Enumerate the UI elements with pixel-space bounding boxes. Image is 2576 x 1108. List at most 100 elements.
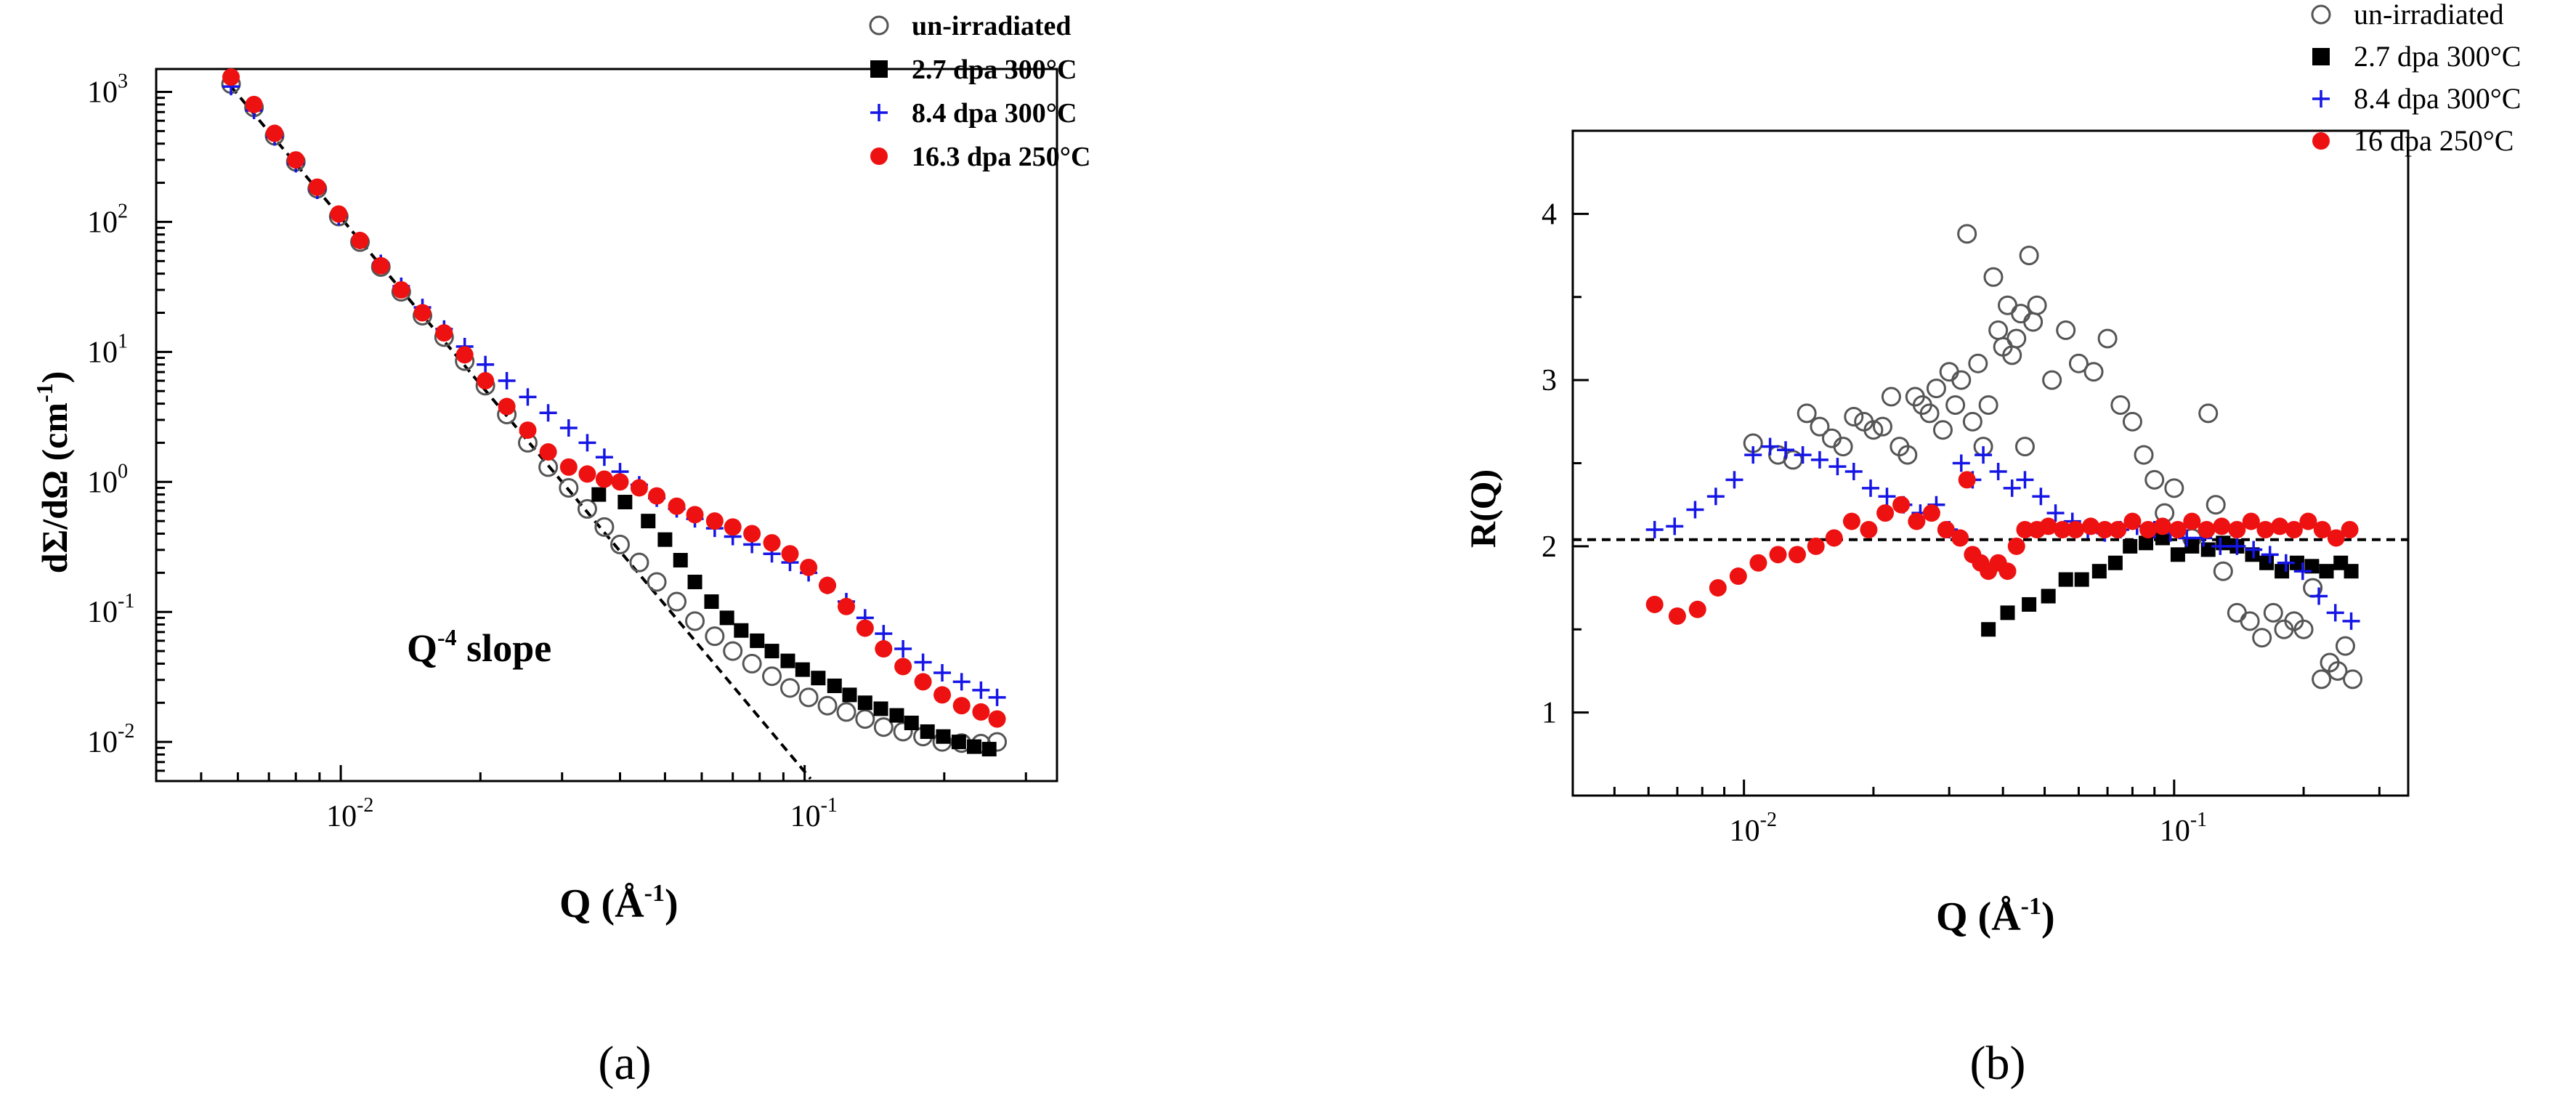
legend-marker-un-irradiated (2311, 4, 2331, 25)
data-point-16-3-dpa-250-c (705, 512, 724, 530)
y-tick-label: 102 (87, 200, 128, 239)
legend-label-un-irradiated: un-irradiated (2354, 0, 2504, 31)
panel-a-caption: (a) (598, 1037, 651, 1090)
data-point-un-irradiated (1926, 379, 1946, 399)
data-point-un-irradiated (2328, 660, 2348, 681)
data-point-un-irradiated (1810, 416, 1830, 437)
data-point-8-4-dpa-300-c (2310, 587, 2328, 605)
data-point-un-irradiated (1844, 406, 1864, 426)
data-point-16-dpa-250-c (2039, 517, 2057, 535)
data-point-un-irradiated (2240, 611, 2260, 631)
data-point-16-3-dpa-250-c (875, 640, 893, 658)
data-point-un-irradiated (836, 702, 856, 722)
data-point-un-irradiated (647, 572, 667, 592)
data-point-16-dpa-250-c (1922, 504, 1940, 522)
panel-a-plot-area (155, 68, 1058, 783)
data-point-8-4-dpa-300-c (988, 688, 1006, 706)
data-point-2-7-dpa-300-c (2091, 564, 2107, 579)
data-point-8-4-dpa-300-c (477, 355, 495, 373)
data-point-16-dpa-250-c (1876, 504, 1895, 522)
data-point-16-3-dpa-250-c (988, 710, 1006, 728)
legend-marker-16-3-dpa-250-c (870, 147, 888, 165)
data-point-16-3-dpa-250-c (781, 545, 799, 563)
data-point-un-irradiated (1983, 267, 2004, 287)
data-point-un-irradiated (1881, 387, 1901, 407)
data-point-16-3-dpa-250-c (455, 346, 474, 364)
data-point-2-7-dpa-300-c (2184, 538, 2200, 554)
data-point-un-irradiated (1897, 445, 1918, 465)
data-point-16-3-dpa-250-c (392, 280, 410, 299)
data-point-16-3-dpa-250-c (308, 178, 326, 196)
data-point-2-7-dpa-300-c (920, 724, 935, 739)
data-point-8-4-dpa-300-c (894, 640, 912, 658)
data-point-un-irradiated (1932, 420, 1953, 440)
data-point-8-4-dpa-300-c (1974, 446, 1993, 464)
panel-a-y-axis-label: dΣ/dΩ (cm-1) (31, 371, 75, 574)
data-point-un-irradiated (2056, 320, 2076, 340)
data-point-16-dpa-250-c (1825, 529, 1843, 547)
legend-label-8-4-dpa-300-c: 8.4 dpa 300°C (912, 98, 1077, 129)
data-point-un-irradiated (1957, 224, 1977, 244)
series-8-4-dpa-300-c (1645, 437, 2360, 630)
data-point-2-7-dpa-300-c (2107, 555, 2123, 570)
data-point-16-3-dpa-250-c (894, 658, 912, 676)
series-2-7-dpa-300-c (1981, 530, 2359, 637)
data-point-2-7-dpa-300-c (873, 701, 888, 716)
data-point-16-3-dpa-250-c (477, 372, 495, 390)
data-point-un-irradiated (667, 591, 687, 612)
legend-label-2-7-dpa-300-c: 2.7 dpa 300°C (912, 54, 1077, 85)
data-point-16-dpa-250-c (2341, 521, 2359, 538)
data-point-un-irradiated (742, 653, 762, 674)
data-point-16-3-dpa-250-c (435, 324, 453, 342)
data-point-un-irradiated (2312, 669, 2332, 690)
data-point-16-3-dpa-250-c (630, 479, 648, 497)
data-point-16-dpa-250-c (1749, 554, 1767, 572)
series-2-7-dpa-300-c (591, 487, 997, 757)
data-point-16-dpa-250-c (2183, 512, 2201, 530)
data-point-2-7-dpa-300-c (2304, 559, 2320, 574)
y-tick-label: 1 (1542, 697, 1557, 730)
data-point-2-7-dpa-300-c (780, 653, 795, 668)
data-point-2-7-dpa-300-c (904, 715, 919, 730)
data-point-16-dpa-250-c (2228, 521, 2246, 538)
data-point-un-irradiated (2343, 669, 2363, 690)
data-point-8-4-dpa-300-c (1844, 462, 1863, 480)
panel-b-axes-frame (1571, 129, 2410, 797)
data-point-8-4-dpa-300-c (2228, 537, 2246, 555)
data-point-8-4-dpa-300-c (914, 653, 932, 671)
x-tick-label: 10-1 (790, 794, 838, 833)
data-point-8-4-dpa-300-c (1706, 488, 1725, 506)
data-point-16-dpa-250-c (1958, 471, 1976, 489)
data-point-2-7-dpa-300-c (889, 708, 904, 723)
data-point-un-irradiated (1968, 353, 1988, 373)
data-point-16-dpa-250-c (2198, 521, 2216, 538)
data-point-8-4-dpa-300-c (1645, 521, 1664, 538)
data-point-2-7-dpa-300-c (2139, 535, 2154, 551)
data-point-un-irradiated (2164, 478, 2184, 498)
legend-label-16-3-dpa-250-c: 16.3 dpa 250°C (912, 142, 1090, 172)
data-point-8-4-dpa-300-c (2342, 612, 2360, 630)
data-point-16-3-dpa-250-c (856, 619, 874, 637)
panel-a-x-axis-label: Q (Å-1) (559, 880, 679, 926)
data-point-un-irradiated (1822, 428, 1842, 448)
data-point-16-3-dpa-250-c (648, 487, 666, 505)
data-point-16-3-dpa-250-c (972, 703, 990, 721)
data-point-16-3-dpa-250-c (265, 124, 283, 142)
legend-label-16-dpa-250-c: 16 dpa 250°C (2354, 124, 2514, 157)
data-point-2-7-dpa-300-c (2289, 555, 2304, 570)
data-point-un-irradiated (1951, 370, 1972, 390)
data-point-un-irradiated (1988, 320, 2009, 340)
data-point-8-4-dpa-300-c (2326, 604, 2344, 622)
data-point-16-3-dpa-250-c (287, 151, 305, 169)
y-tick-label: 10-1 (87, 590, 134, 629)
data-point-16-3-dpa-250-c (743, 525, 761, 543)
data-point-8-4-dpa-300-c (559, 419, 578, 437)
data-point-un-irradiated (1833, 437, 1853, 457)
data-point-un-irradiated (762, 666, 782, 687)
data-point-16-dpa-250-c (2054, 521, 2072, 538)
data-point-un-irradiated (2042, 370, 2062, 390)
data-point-8-4-dpa-300-c (972, 681, 990, 699)
legend-label-2-7-dpa-300-c: 2.7 dpa 300°C (2354, 40, 2521, 73)
data-point-8-4-dpa-300-c (1952, 454, 1970, 472)
q-4-slope-annotation: Q-4 slope (407, 624, 551, 670)
